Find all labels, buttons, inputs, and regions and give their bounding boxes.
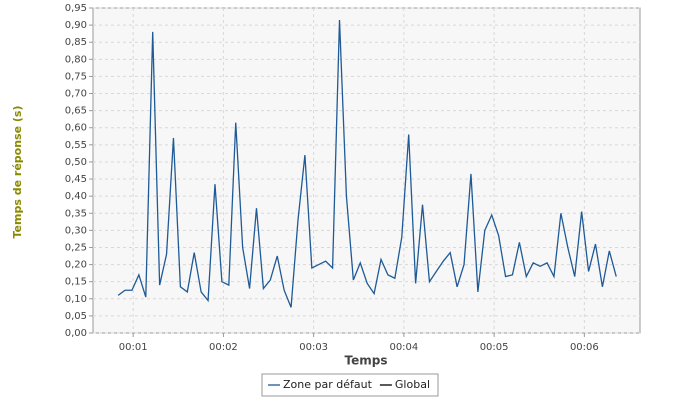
y-tick-label: 0,60 xyxy=(65,123,87,134)
data-line xyxy=(117,19,617,308)
y-tick-label: 0,95 xyxy=(65,3,87,14)
y-tick-label: 0,80 xyxy=(65,54,87,65)
x-tick-label: 00:02 xyxy=(209,342,238,353)
y-tick-label: 0,45 xyxy=(65,174,87,185)
y-axis-title: Temps de réponse (s) xyxy=(11,106,24,239)
x-tick-label: 00:03 xyxy=(299,342,328,353)
x-axis-title: Temps xyxy=(345,354,388,368)
y-tick-label: 0,65 xyxy=(65,106,87,117)
y-tick-label: 0,15 xyxy=(65,277,87,288)
y-tick-label: 0,30 xyxy=(65,225,87,236)
y-tick-label: 0,85 xyxy=(65,37,87,48)
x-tick-label: 00:04 xyxy=(389,342,418,353)
legend-label: Zone par défaut xyxy=(283,378,373,391)
y-tick-label: 0,00 xyxy=(65,328,87,339)
x-tick-label: 00:05 xyxy=(480,342,509,353)
y-tick-label: 0,25 xyxy=(65,242,87,253)
plot-area xyxy=(92,7,641,334)
y-tick-label: 0,20 xyxy=(65,260,87,271)
legend-label: Global xyxy=(395,378,430,391)
x-tick-label: 00:01 xyxy=(119,342,148,353)
y-tick-label: 0,75 xyxy=(65,71,87,82)
y-tick-label: 0,90 xyxy=(65,20,87,31)
y-tick-label: 0,70 xyxy=(65,89,87,100)
y-tick-label: 0,50 xyxy=(65,157,87,168)
legend: Zone par défaut Global xyxy=(261,373,439,397)
y-tick-label: 0,55 xyxy=(65,140,87,151)
legend-box xyxy=(261,373,439,397)
y-tick-label: 0,40 xyxy=(65,191,87,202)
x-tick-label: 00:06 xyxy=(570,342,599,353)
y-tick-label: 0,10 xyxy=(65,294,87,305)
y-tick-label: 0,35 xyxy=(65,208,87,219)
y-tick-label: 0,05 xyxy=(65,311,87,322)
